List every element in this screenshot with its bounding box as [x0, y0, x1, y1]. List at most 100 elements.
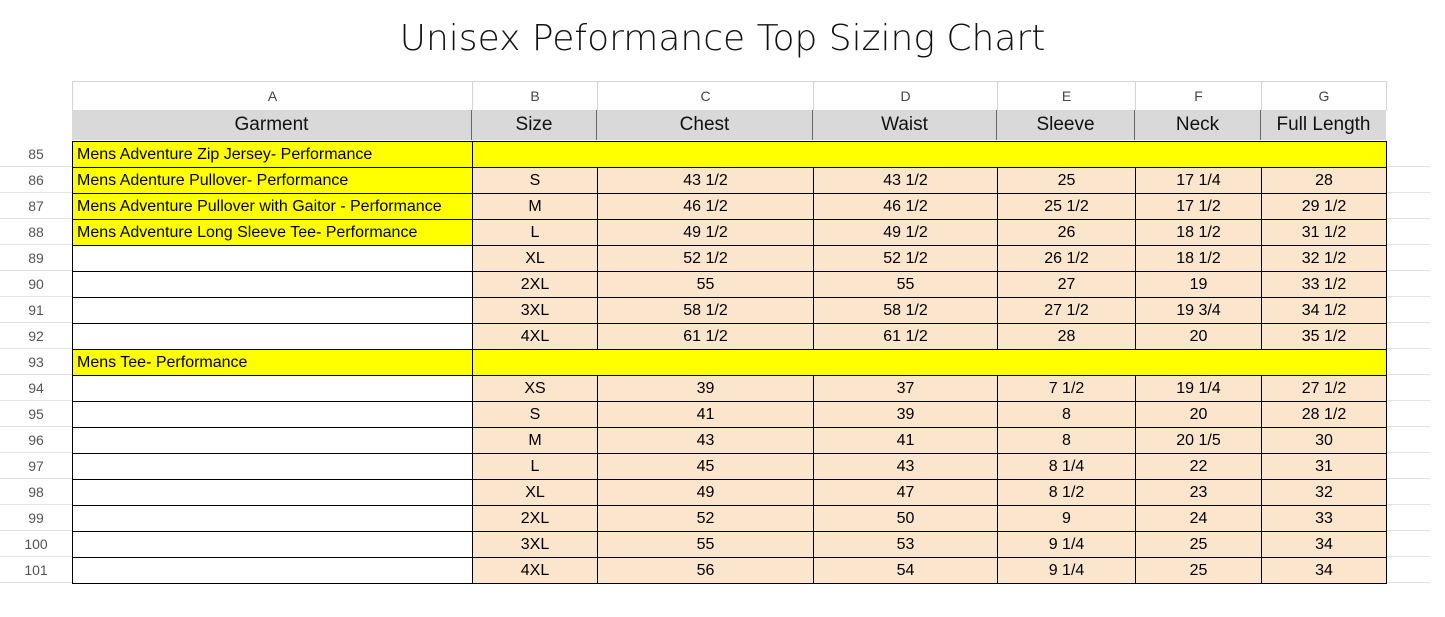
empty-cell — [72, 453, 473, 480]
size-cell: 31 — [1261, 453, 1387, 480]
row-number: 93 — [28, 354, 44, 370]
size-cell: 19 — [1135, 271, 1262, 298]
size-cell: 20 1/5 — [1135, 427, 1262, 454]
size-cell: 27 1/2 — [1261, 375, 1387, 402]
size-cell: 43 1/2 — [813, 167, 998, 194]
row-number: 85 — [28, 146, 44, 162]
row-number: 89 — [28, 250, 44, 266]
column-letter: E — [997, 81, 1136, 111]
size-cell: 52 1/2 — [597, 245, 814, 272]
empty-cell — [72, 479, 473, 506]
row-number: 90 — [28, 276, 44, 292]
size-cell: 22 — [1135, 453, 1262, 480]
empty-cell — [72, 271, 473, 298]
row-number: 99 — [28, 510, 44, 526]
size-cell: 34 — [1261, 531, 1387, 558]
size-cell: 31 1/2 — [1261, 219, 1387, 246]
group-band — [472, 349, 1387, 376]
size-cell: 8 — [997, 427, 1136, 454]
group-band — [472, 141, 1387, 168]
empty-cell — [72, 531, 473, 558]
size-cell: 8 1/2 — [997, 479, 1136, 506]
empty-cell — [72, 505, 473, 532]
row-number: 98 — [28, 484, 44, 500]
size-cell: 28 1/2 — [1261, 401, 1387, 428]
size-cell: 32 1/2 — [1261, 245, 1387, 272]
size-cell: L — [472, 453, 598, 480]
size-cell: 18 1/2 — [1135, 245, 1262, 272]
size-cell: M — [472, 193, 598, 220]
size-cell: 52 — [597, 505, 814, 532]
size-cell: M — [472, 427, 598, 454]
garment-cell: Mens Adenture Pullover- Performance — [72, 167, 473, 194]
size-cell: 49 1/2 — [813, 219, 998, 246]
column-header: Waist — [813, 110, 997, 140]
row-number: 97 — [28, 458, 44, 474]
size-cell: 33 1/2 — [1261, 271, 1387, 298]
column-letter: G — [1261, 81, 1387, 111]
size-cell: 8 — [997, 401, 1136, 428]
garment-cell: Mens Adventure Long Sleeve Tee- Performa… — [72, 219, 473, 246]
size-cell: 35 1/2 — [1261, 323, 1387, 350]
size-cell: 28 — [1261, 167, 1387, 194]
sheet-title: Unisex Peformance Top Sizing Chart — [399, 18, 1046, 59]
size-cell: 7 1/2 — [997, 375, 1136, 402]
column-letter: C — [597, 81, 814, 111]
empty-cell — [72, 557, 473, 584]
size-cell: 27 1/2 — [997, 297, 1136, 324]
empty-cell — [72, 245, 473, 272]
size-cell: 25 — [1135, 557, 1262, 584]
empty-cell — [72, 427, 473, 454]
size-cell: 9 1/4 — [997, 531, 1136, 558]
row-number: 87 — [28, 198, 44, 214]
size-cell: 24 — [1135, 505, 1262, 532]
size-cell: 27 — [997, 271, 1136, 298]
size-cell: 23 — [1135, 479, 1262, 506]
size-cell: S — [472, 401, 598, 428]
size-cell: 49 1/2 — [597, 219, 814, 246]
size-cell: 46 1/2 — [813, 193, 998, 220]
size-cell: 2XL — [472, 271, 598, 298]
size-cell: XS — [472, 375, 598, 402]
size-cell: 41 — [597, 401, 814, 428]
size-cell: 25 1/2 — [997, 193, 1136, 220]
size-cell: 26 1/2 — [997, 245, 1136, 272]
size-cell: 34 — [1261, 557, 1387, 584]
size-cell: 47 — [813, 479, 998, 506]
empty-cell — [72, 297, 473, 324]
size-cell: 49 — [597, 479, 814, 506]
size-cell: 29 1/2 — [1261, 193, 1387, 220]
row-number: 100 — [24, 536, 48, 552]
size-cell: 32 — [1261, 479, 1387, 506]
column-header: Chest — [597, 110, 813, 140]
size-cell: 19 1/4 — [1135, 375, 1262, 402]
size-cell: 41 — [813, 427, 998, 454]
size-cell: 61 1/2 — [813, 323, 998, 350]
row-number: 91 — [28, 302, 44, 318]
size-cell: L — [472, 219, 598, 246]
column-letter: A — [72, 81, 473, 111]
size-cell: 17 1/2 — [1135, 193, 1262, 220]
size-cell: 53 — [813, 531, 998, 558]
size-cell: 17 1/4 — [1135, 167, 1262, 194]
size-cell: 39 — [597, 375, 814, 402]
size-cell: 55 — [597, 531, 814, 558]
row-number: 96 — [28, 432, 44, 448]
size-cell: 34 1/2 — [1261, 297, 1387, 324]
size-cell: 55 — [597, 271, 814, 298]
size-cell: 58 1/2 — [597, 297, 814, 324]
size-cell: 56 — [597, 557, 814, 584]
size-cell: 46 1/2 — [597, 193, 814, 220]
size-cell: 4XL — [472, 557, 598, 584]
size-cell: 43 — [813, 453, 998, 480]
garment-cell: Mens Adventure Pullover with Gaitor - Pe… — [72, 193, 473, 220]
row-number: 94 — [28, 380, 44, 396]
size-cell: 19 3/4 — [1135, 297, 1262, 324]
row-number: 92 — [28, 328, 44, 344]
size-cell: 26 — [997, 219, 1136, 246]
size-cell: 25 — [997, 167, 1136, 194]
column-header: Size — [472, 110, 597, 140]
garment-cell: Mens Adventure Zip Jersey- Performance — [72, 141, 473, 168]
size-cell: 58 1/2 — [813, 297, 998, 324]
